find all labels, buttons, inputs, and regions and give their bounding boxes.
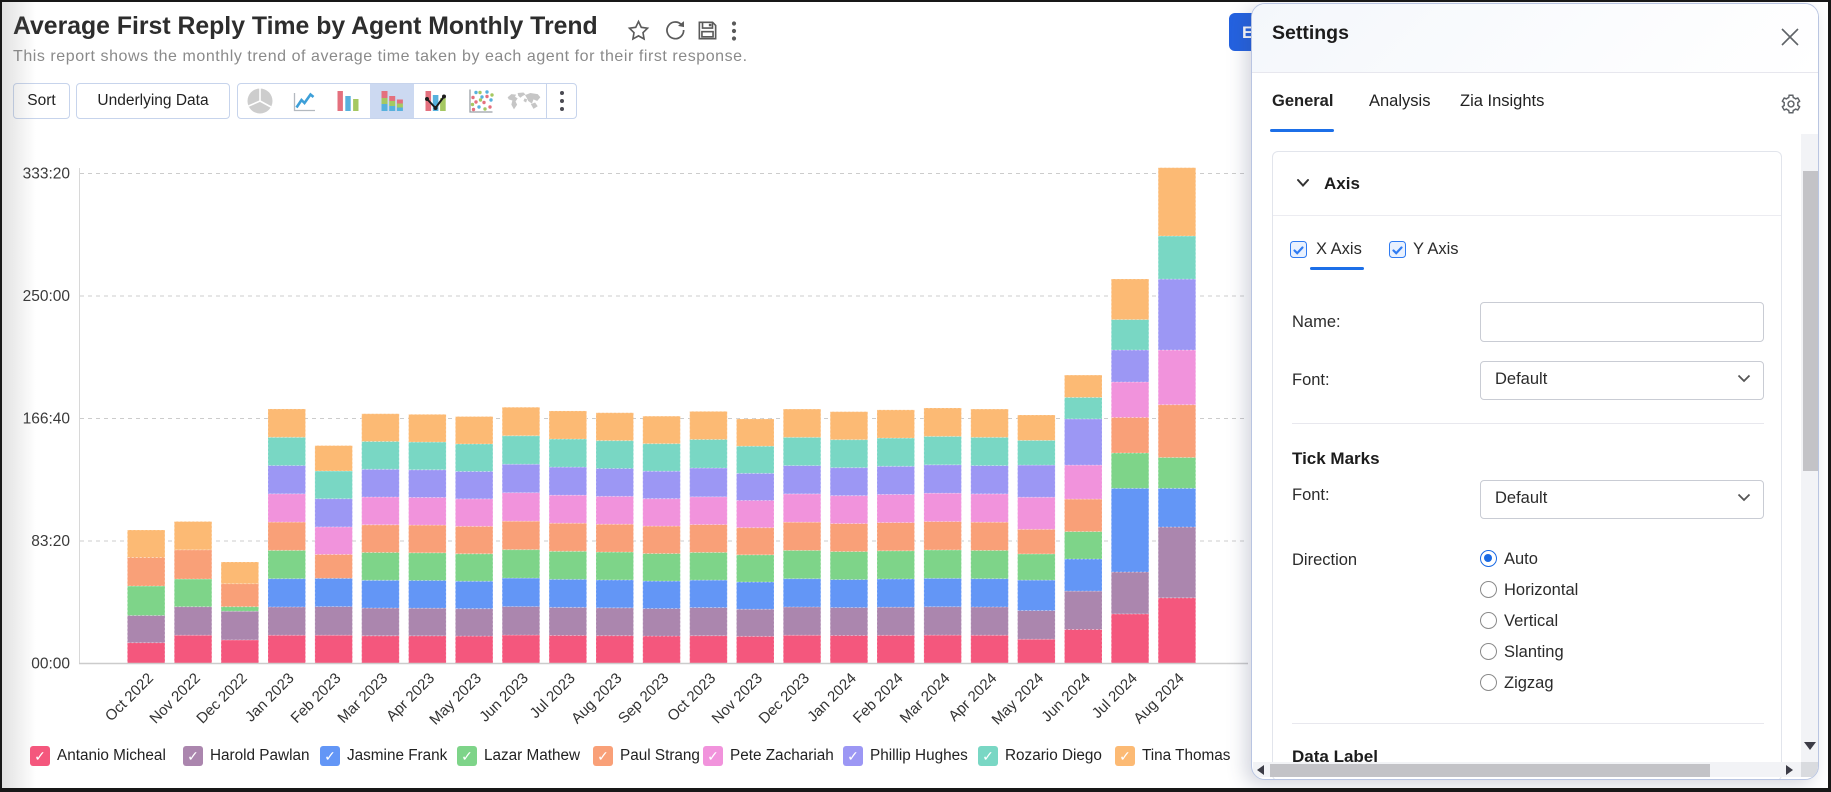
svg-text:Dec 2022: Dec 2022	[193, 670, 250, 727]
svg-text:Jun 2023: Jun 2023	[476, 670, 532, 726]
svg-text:00:00: 00:00	[31, 656, 70, 673]
svg-text:Nov 2022: Nov 2022	[146, 670, 203, 727]
svg-text:Aug 2024: Aug 2024	[1130, 670, 1187, 727]
svg-text:Jun 2024: Jun 2024	[1038, 670, 1094, 726]
svg-text:Sep 2023: Sep 2023	[615, 670, 672, 727]
svg-text:250:00: 250:00	[23, 288, 71, 305]
svg-text:Dec 2023: Dec 2023	[755, 670, 812, 727]
svg-text:83:20: 83:20	[31, 533, 70, 550]
svg-text:166:40: 166:40	[23, 411, 71, 428]
svg-text:Feb 2023: Feb 2023	[288, 670, 345, 727]
svg-text:Nov 2023: Nov 2023	[709, 670, 766, 727]
svg-text:Mar 2023: Mar 2023	[334, 670, 391, 727]
svg-text:May 2023: May 2023	[426, 670, 485, 729]
svg-text:Feb 2024: Feb 2024	[850, 670, 907, 727]
svg-text:Mar 2024: Mar 2024	[897, 670, 954, 727]
svg-text:May 2024: May 2024	[989, 670, 1048, 729]
svg-text:333:20: 333:20	[23, 166, 71, 183]
